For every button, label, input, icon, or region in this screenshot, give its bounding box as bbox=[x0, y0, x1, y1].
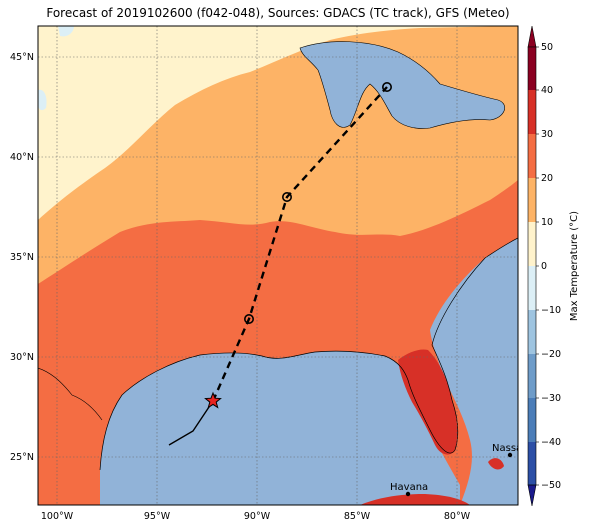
colorbar-segment bbox=[528, 222, 536, 266]
colorbar-min-arrow bbox=[527, 484, 537, 507]
track-forecast-point bbox=[244, 313, 255, 324]
colorbar-tick-label: −20 bbox=[541, 349, 561, 360]
colorbar-segment bbox=[528, 47, 536, 90]
x-tick-label: 85°W bbox=[344, 511, 371, 522]
x-tick-label: 100°W bbox=[41, 511, 74, 522]
colorbar-tick-label: 40 bbox=[541, 85, 553, 96]
map-title: Forecast of 2019102600 (f042-048), Sourc… bbox=[46, 6, 510, 20]
x-tick-label: 80°W bbox=[444, 511, 471, 522]
colorbar-tick-label: −30 bbox=[541, 393, 561, 404]
current-position-star-icon bbox=[204, 391, 222, 409]
colorbar-tick-label: 50 bbox=[541, 42, 553, 53]
colorbar-tick-label: −10 bbox=[541, 305, 561, 316]
map-frame bbox=[37, 25, 519, 506]
colorbar-max-arrow bbox=[527, 25, 537, 48]
storm-track bbox=[168, 82, 392, 446]
colorbar-segment bbox=[528, 310, 536, 354]
y-tick-label: 30°N bbox=[10, 352, 34, 363]
colorbar-tick-label: 30 bbox=[541, 129, 553, 140]
colorbar-tick-label: −50 bbox=[541, 480, 561, 491]
florida-peninsula bbox=[398, 349, 458, 455]
colorbar-segment bbox=[528, 266, 536, 310]
cuba-island bbox=[360, 494, 470, 505]
colorbar-tick-label: 10 bbox=[541, 217, 553, 228]
colorbar-segment bbox=[528, 90, 536, 134]
bahamas-islands bbox=[488, 458, 504, 470]
colorbar-tick-label: −40 bbox=[541, 437, 561, 448]
y-tick-label: 25°N bbox=[10, 452, 34, 463]
y-axis-ticks: 45°N 40°N 35°N 30°N 25°N bbox=[10, 52, 34, 463]
city-marker-nassau bbox=[507, 452, 513, 458]
y-tick-label: 35°N bbox=[10, 252, 34, 263]
lake-patch bbox=[38, 89, 47, 111]
city-marker-havana bbox=[405, 491, 411, 497]
colorbar-label: Max Temperature (°C) bbox=[569, 211, 580, 321]
colorbar-segment bbox=[528, 178, 536, 222]
city-label-havana: Havana bbox=[390, 482, 428, 493]
colorbar-ticks bbox=[536, 46, 539, 486]
track-past-line bbox=[168, 400, 214, 446]
track-forecast-point bbox=[281, 192, 292, 203]
x-tick-label: 95°W bbox=[144, 511, 171, 522]
lake-patch bbox=[58, 26, 74, 37]
x-axis-ticks: 100°W 95°W 90°W 85°W 80°W bbox=[41, 511, 471, 522]
gulf-of-mexico bbox=[100, 351, 460, 505]
track-forecast-line bbox=[211, 86, 388, 402]
colorbar-tick-label: 0 bbox=[541, 261, 547, 272]
colorbar-segment bbox=[528, 354, 536, 398]
map-area[interactable]: Havana Nassau bbox=[38, 26, 529, 505]
colorbar-segment bbox=[528, 442, 536, 485]
great-lakes bbox=[299, 41, 505, 129]
atlantic-ocean bbox=[430, 238, 518, 505]
track-forecast-point bbox=[381, 82, 392, 93]
colorbar-segment bbox=[528, 398, 536, 442]
graticule bbox=[38, 26, 518, 505]
colorbar: 50 40 30 20 10 0 −10 −20 −30 −40 −50 Max… bbox=[527, 25, 580, 507]
city-label-nassau: Nassau bbox=[492, 443, 529, 454]
x-tick-label: 90°W bbox=[244, 511, 271, 522]
y-tick-label: 45°N bbox=[10, 52, 34, 63]
mexico-border bbox=[38, 367, 103, 421]
colorbar-tick-label: 20 bbox=[541, 173, 553, 184]
colorbar-segment bbox=[528, 134, 536, 178]
y-tick-label: 40°N bbox=[10, 152, 34, 163]
